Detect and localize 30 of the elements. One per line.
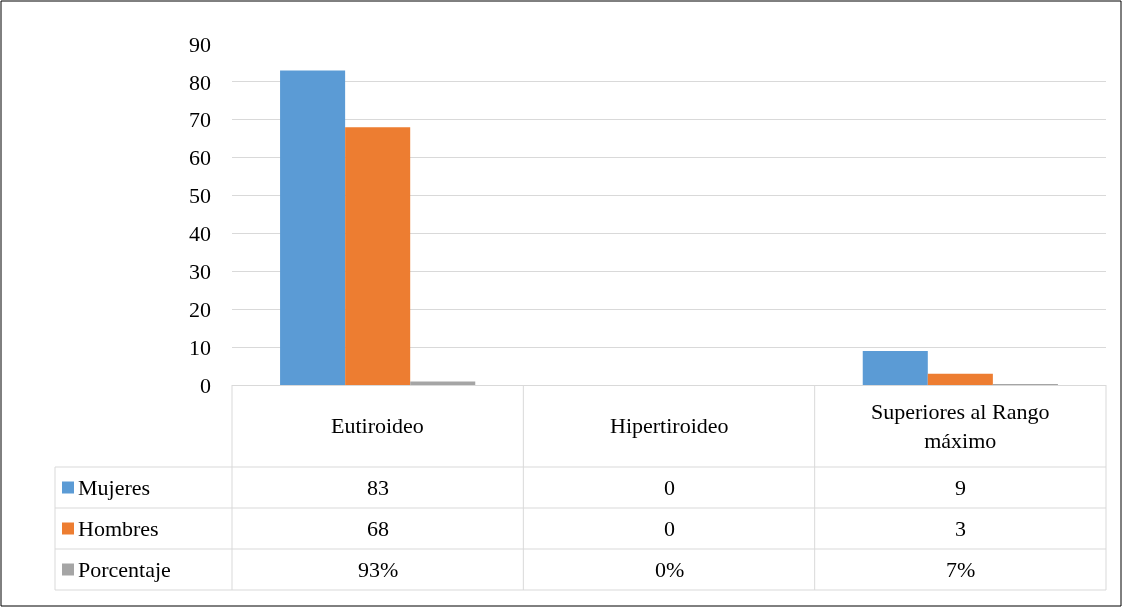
data-label: 0 bbox=[664, 516, 675, 541]
bar bbox=[345, 127, 411, 385]
legend-label: Hombres bbox=[78, 516, 159, 541]
bar bbox=[927, 373, 993, 385]
y-tick-label: 80 bbox=[189, 69, 211, 95]
y-tick-label: 70 bbox=[189, 107, 211, 133]
bar bbox=[410, 381, 476, 385]
y-tick-label: 90 bbox=[189, 31, 211, 57]
data-label: 0 bbox=[664, 475, 675, 500]
legend-label: Porcentaje bbox=[78, 557, 171, 582]
y-tick-label: 0 bbox=[200, 372, 211, 398]
y-tick-label: 10 bbox=[189, 334, 211, 360]
data-label: 3 bbox=[955, 516, 966, 541]
y-tick-label: 50 bbox=[189, 183, 211, 209]
data-label: 9 bbox=[955, 475, 966, 500]
y-tick-label: 40 bbox=[189, 221, 211, 247]
data-label: 93% bbox=[358, 557, 399, 582]
y-tick-label: 60 bbox=[189, 145, 211, 171]
data-label: 83 bbox=[367, 475, 389, 500]
data-label: 0% bbox=[655, 557, 685, 582]
x-tick-label: Eutiroideo bbox=[331, 413, 424, 438]
data-label: 7% bbox=[946, 557, 976, 582]
legend-label: Mujeres bbox=[78, 475, 151, 500]
y-tick-label: 30 bbox=[189, 259, 211, 285]
bar bbox=[862, 350, 928, 385]
data-label: 68 bbox=[367, 516, 389, 541]
x-tick-label: Superiores al Rango máximo bbox=[871, 399, 1050, 453]
x-tick-label: Hipertiroideo bbox=[610, 413, 729, 438]
y-tick-label: 20 bbox=[189, 296, 211, 322]
bar bbox=[280, 70, 346, 385]
